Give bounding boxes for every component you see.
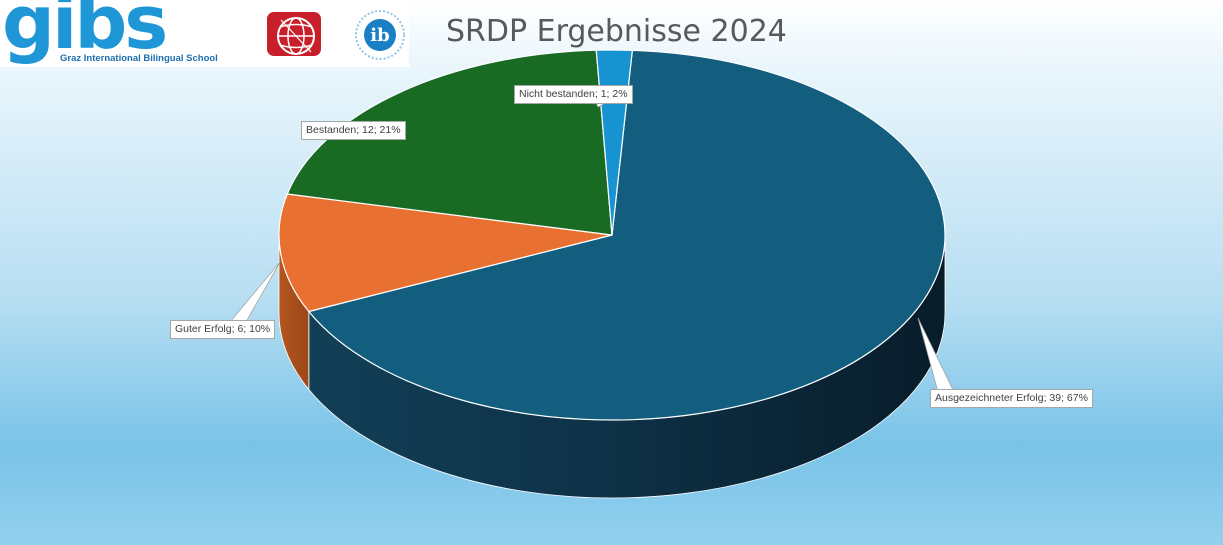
gibs-logo-wordmark: gibs	[2, 0, 168, 66]
pie-slice-guter-erfolg	[278, 193, 613, 313]
globe-logo-icon	[267, 12, 321, 56]
pie-slice-ausgezeichneter-erfolg	[307, 49, 946, 421]
data-label-ausgezeichneter-erfolg: Ausgezeichneter Erfolg; 39; 67%	[930, 389, 1093, 408]
logo-band: gibs Graz International Bilingual School…	[0, 0, 409, 67]
label-callout	[229, 261, 281, 323]
data-label-guter-erfolg: Guter Erfolg; 6; 10%	[170, 320, 276, 339]
chart-title: SRDP Ergebnisse 2024	[446, 14, 787, 49]
data-label-nicht-bestanden: Nicht bestanden; 1; 2%	[514, 85, 633, 104]
school-name: Graz International Bilingual School	[60, 53, 218, 64]
ib-logo-icon: ib	[355, 10, 405, 60]
data-label-bestanden: Bestanden; 12; 21%	[301, 121, 406, 140]
ib-glyph: ib	[370, 25, 389, 46]
